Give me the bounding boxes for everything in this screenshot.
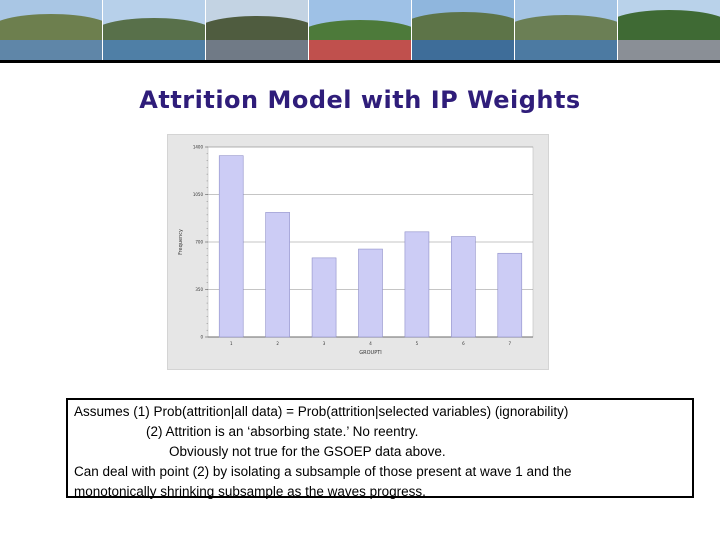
photo-banner [0, 0, 720, 60]
banner-photo-1 [0, 0, 103, 60]
banner-photo-7 [618, 0, 720, 60]
y-tick-label-0: 0 [200, 335, 203, 340]
bar-1 [218, 155, 244, 338]
bar-4 [358, 248, 383, 338]
bar-6 [451, 236, 476, 338]
note-line-2: (2) Attrition is an ‘absorbing state.’ N… [146, 424, 419, 439]
banner-photo-6 [515, 0, 618, 60]
y-tick-label-4: 1400 [193, 145, 204, 150]
banner-photo-2 [103, 0, 206, 60]
banner-divider [0, 60, 720, 63]
x-tick-label-5: 5 [416, 341, 419, 346]
note-line-4: Can deal with point (2) by isolating a s… [74, 464, 572, 479]
y-axis-label: Frequency [178, 229, 184, 255]
frequency-chart: 0 350 700 1050 1400 1 2 3 4 5 6 7 GROUPTI Frequency [167, 134, 549, 370]
x-tick-label-6: 6 [462, 341, 465, 346]
banner-photo-4 [309, 0, 412, 60]
note-line-3: Obviously not true for the GSOEP data ab… [169, 444, 446, 459]
x-tick-label-2: 2 [276, 341, 279, 346]
x-tick-label-7: 7 [509, 341, 512, 346]
bar-2 [265, 212, 290, 338]
bar-7 [497, 252, 523, 338]
notes-box: Assumes (1) Prob(attrition|all data) = P… [66, 398, 694, 499]
y-tick-label-1: 350 [195, 287, 203, 292]
x-axis-label: GROUPTI [359, 350, 382, 356]
chart-svg: 0 350 700 1050 1400 1 2 3 4 5 6 7 GROUPTI Frequency [178, 145, 534, 356]
slide-title: Attrition Model with IP Weights [139, 86, 581, 114]
x-tick-label-4: 4 [369, 341, 372, 346]
y-tick-label-2: 700 [195, 240, 203, 245]
y-tick-label-3: 1050 [193, 192, 204, 197]
note-line-5: monotonically shrinking subsample as the… [74, 484, 426, 499]
banner-photo-3 [206, 0, 309, 60]
banner-photo-5 [412, 0, 515, 60]
note-line-1: Assumes (1) Prob(attrition|all data) = P… [74, 404, 569, 419]
x-tick-label-3: 3 [323, 341, 326, 346]
x-tick-label-1: 1 [230, 341, 233, 346]
bar-5 [404, 231, 430, 338]
bar-3 [311, 257, 337, 338]
